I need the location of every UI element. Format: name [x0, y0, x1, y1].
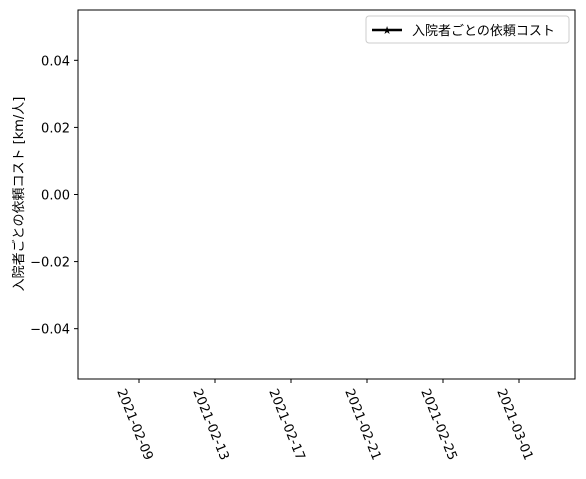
x-axis-ticks: 2021-02-09 2021-02-13 2021-02-17 2021-02-21… [113, 379, 536, 463]
legend-label: 入院者ごとの依頼コスト [412, 23, 555, 39]
y-tick-label: −0.04 [30, 323, 70, 338]
x-tick-label: 2021-02-17 [265, 387, 307, 463]
y-tick-label: 0.04 [41, 54, 70, 69]
legend-star-icon: ★ [382, 24, 392, 37]
y-axis-label: 入院者ごとの依頼コスト [km/人] [11, 97, 27, 292]
y-tick-label: 0.00 [41, 189, 70, 204]
x-tick-label: 2021-02-21 [341, 387, 383, 463]
plot-area [77, 9, 576, 380]
x-tick-label: 2021-02-13 [189, 387, 231, 463]
legend-box [365, 15, 570, 44]
x-tick-label: 2021-02-09 [113, 387, 155, 463]
x-tick-label: 2021-03-01 [493, 387, 535, 463]
x-tick-label: 2021-02-25 [417, 387, 459, 463]
y-tick-label: 0.02 [41, 121, 70, 136]
legend: ★ 入院者ごとの依頼コスト [365, 15, 570, 44]
y-tick-label: −0.02 [30, 256, 70, 271]
y-axis-ticks: 0.04 0.02 0.00 −0.02 −0.04 [30, 54, 78, 338]
